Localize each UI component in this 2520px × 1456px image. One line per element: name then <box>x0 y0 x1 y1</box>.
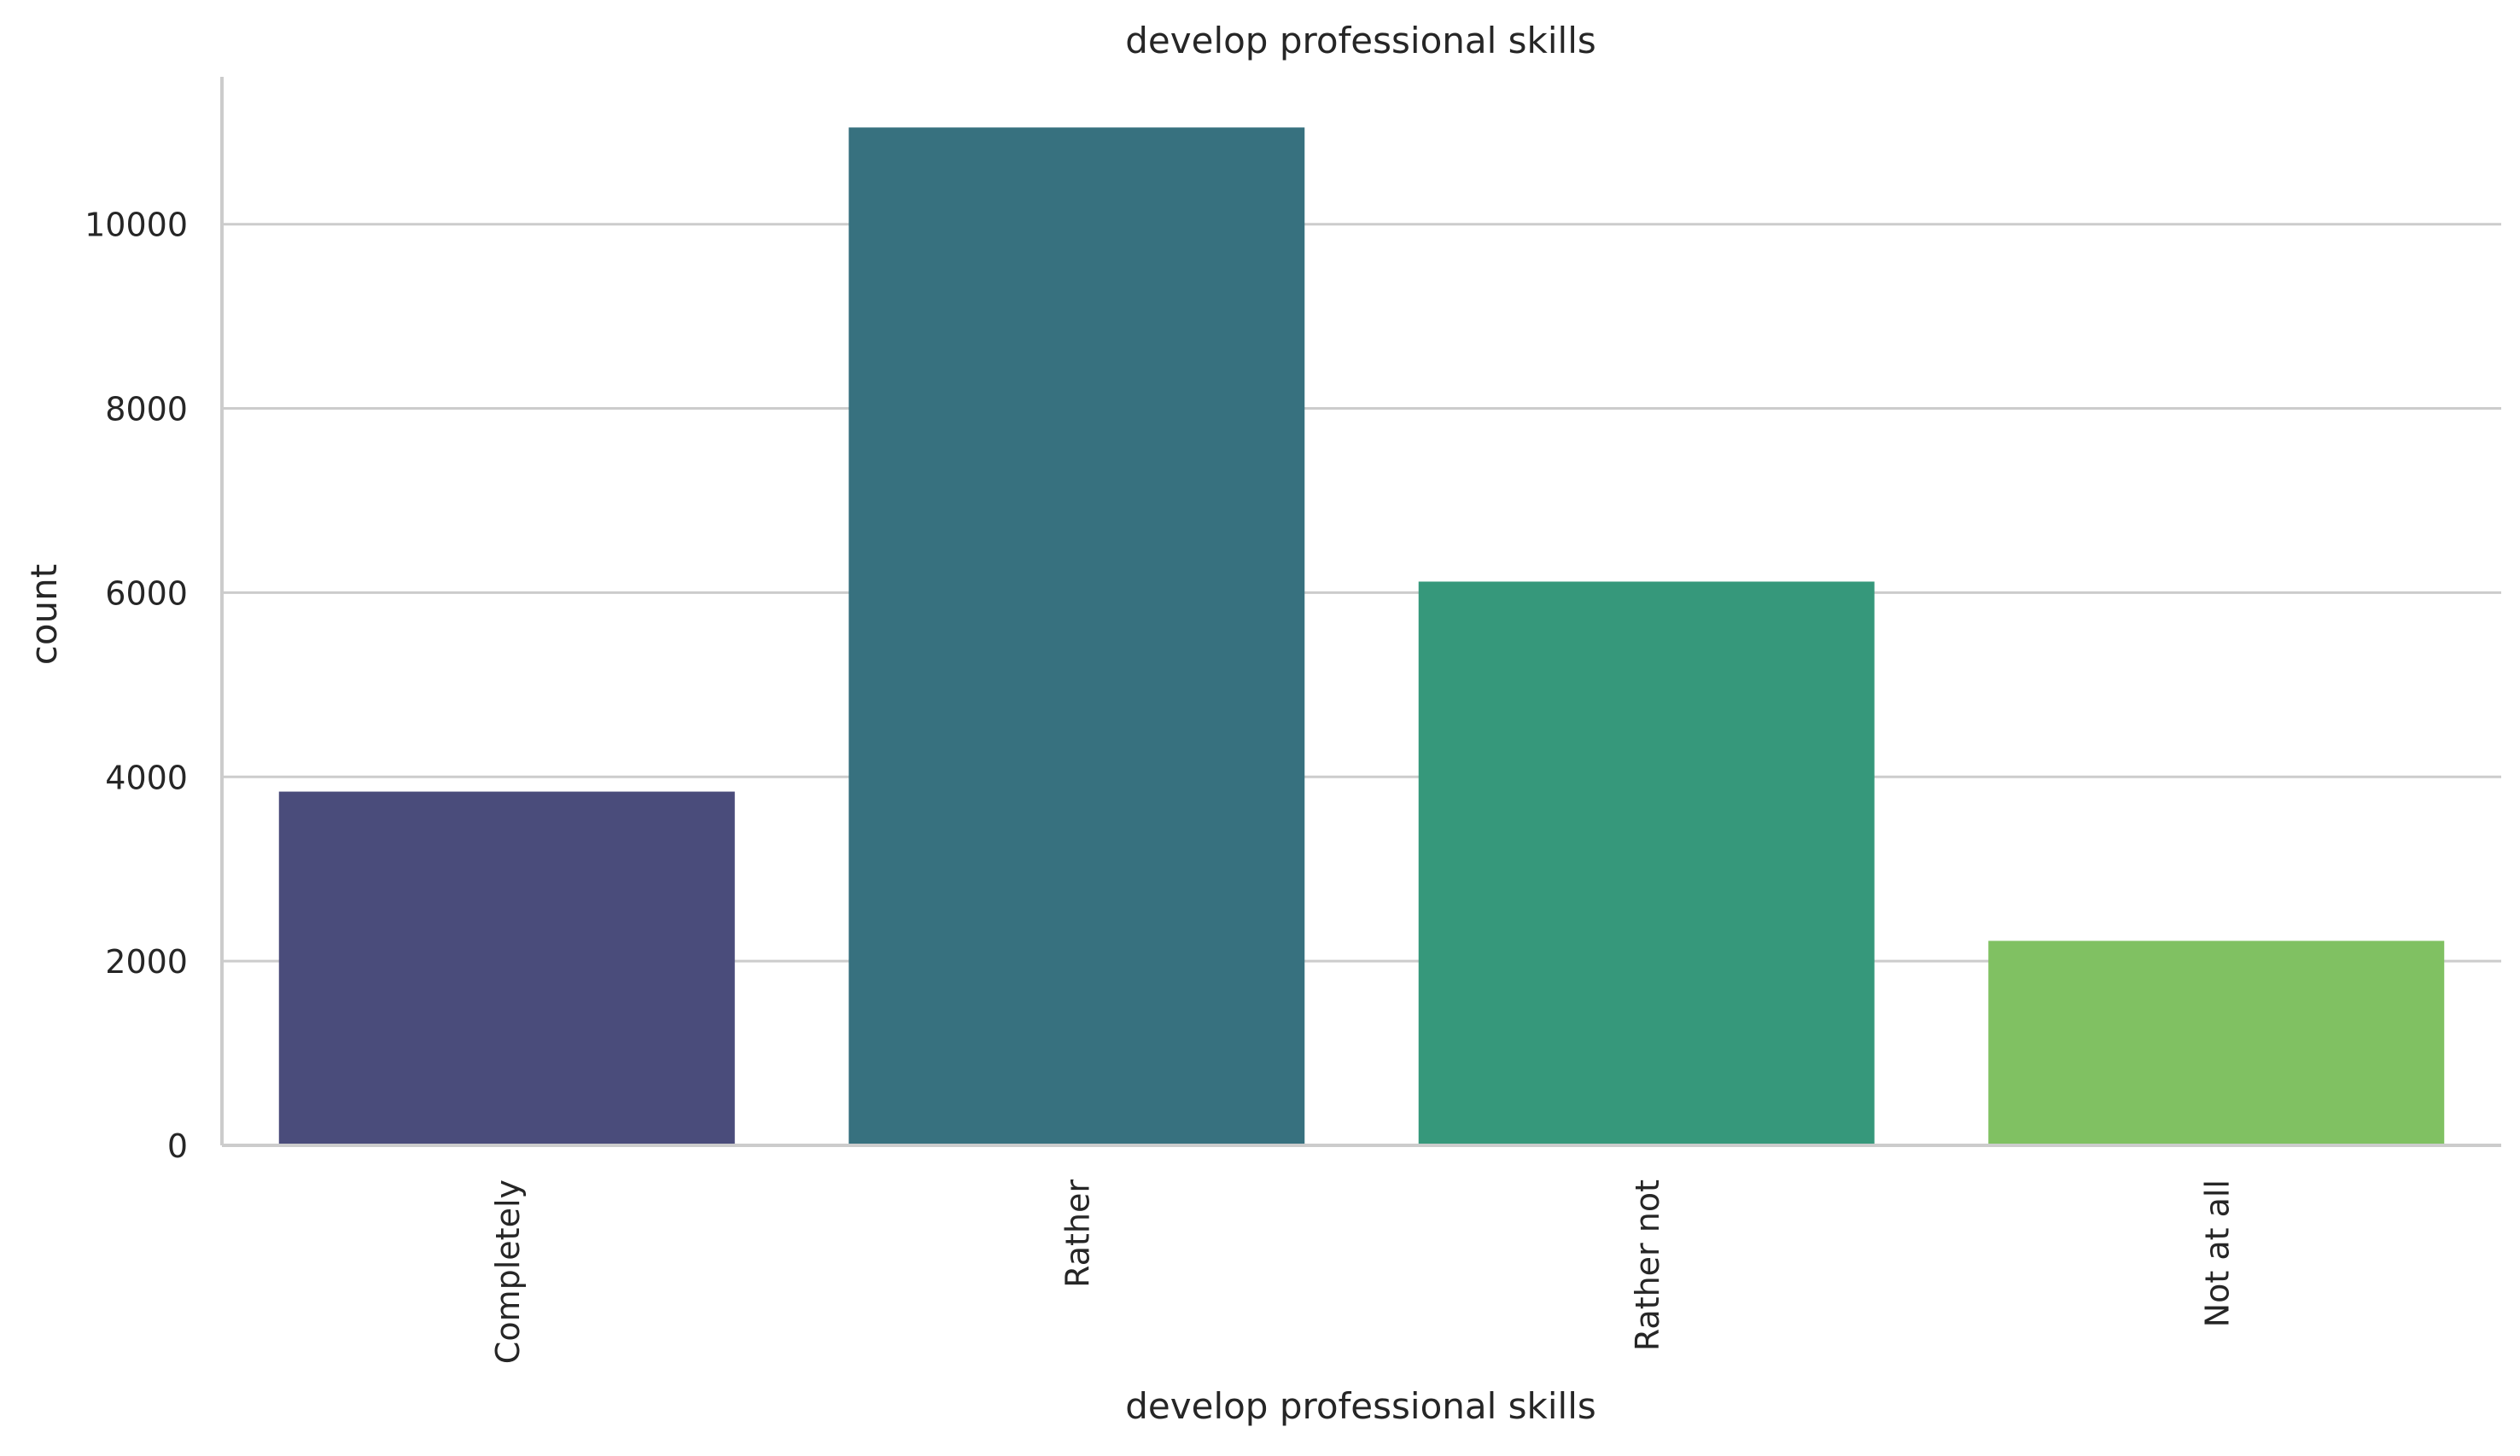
y-axis-label: count <box>23 564 65 666</box>
bar-not-at-all <box>1988 941 2445 1145</box>
bar-rather-not <box>1418 581 1875 1145</box>
y-tick-label-0: 0 <box>167 1127 188 1165</box>
x-tick-labels: Completely Rather Rather not Not at all <box>489 1179 2237 1365</box>
bar-rather <box>849 127 1305 1146</box>
chart-title: develop professional skills <box>1125 20 1596 61</box>
x-tick-label-completely: Completely <box>489 1179 527 1364</box>
y-tick-label-8000: 8000 <box>105 391 188 428</box>
bars <box>278 127 2445 1146</box>
y-tick-label-2000: 2000 <box>105 943 188 981</box>
x-tick-label-rather-not: Rather not <box>1629 1179 1666 1351</box>
y-tick-label-10000: 10000 <box>85 207 188 244</box>
y-tick-labels: 0 2000 4000 6000 8000 10000 <box>85 207 188 1165</box>
axes <box>220 77 2501 1147</box>
y-tick-label-4000: 4000 <box>105 759 188 796</box>
bar-completely <box>278 791 735 1145</box>
x-tick-label-rather: Rather <box>1059 1179 1096 1288</box>
x-tick-label-not-at-all: Not at all <box>2198 1179 2236 1327</box>
x-axis-label: develop professional skills <box>1125 1385 1596 1427</box>
y-tick-label-6000: 6000 <box>105 574 188 612</box>
